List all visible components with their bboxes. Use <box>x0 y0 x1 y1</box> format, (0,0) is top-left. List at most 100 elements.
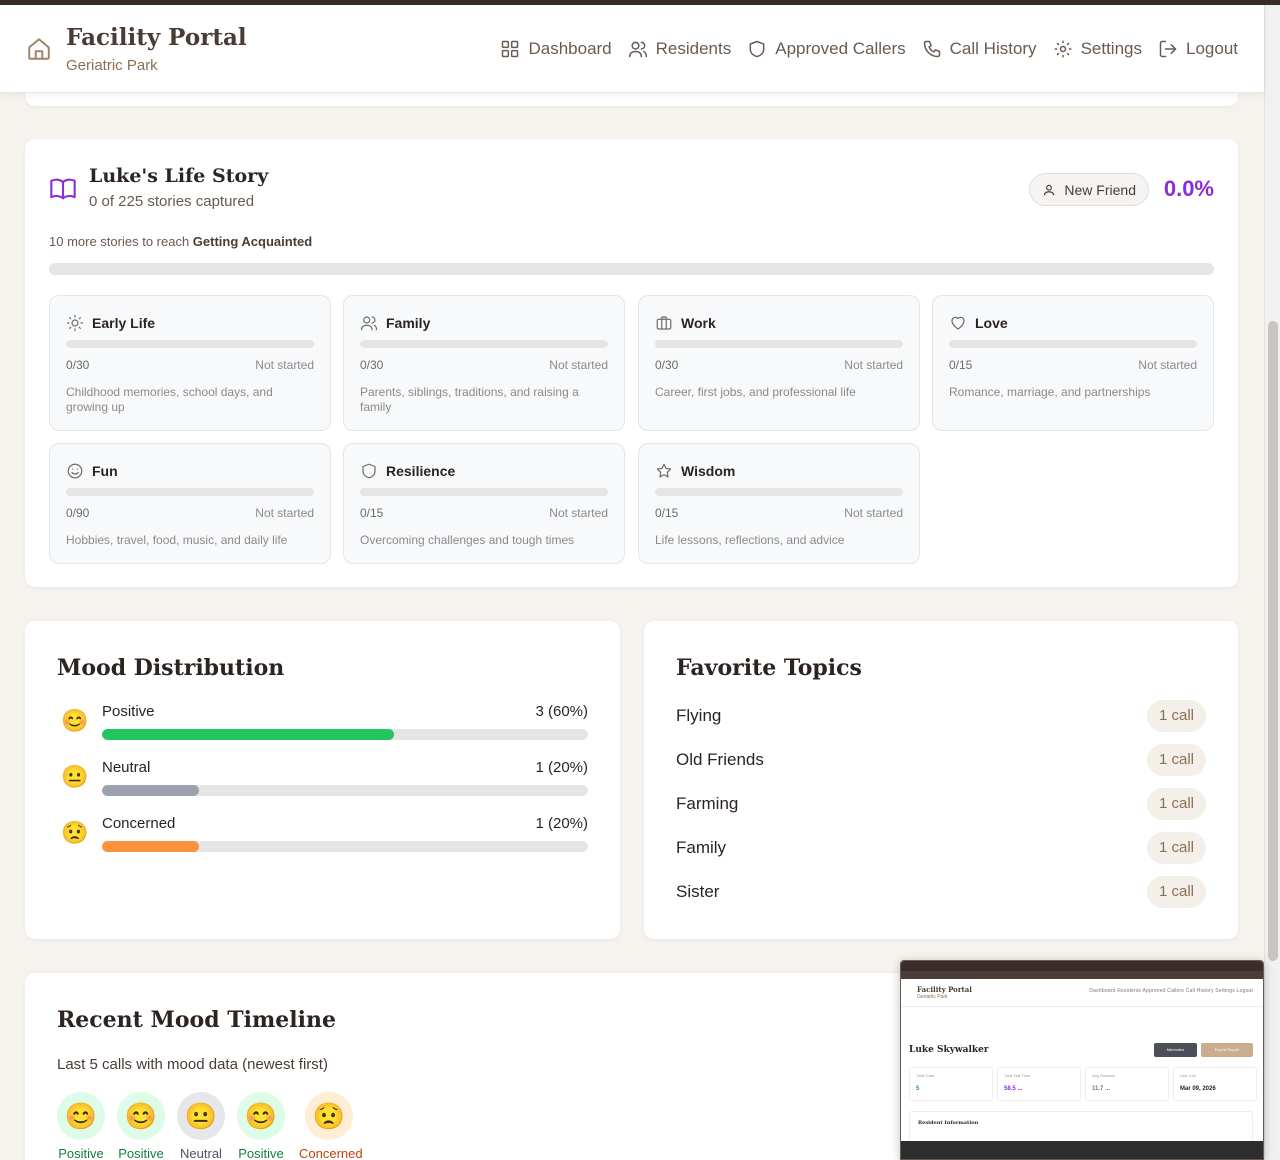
category-count: 0/30 <box>66 358 90 372</box>
category-header: Love <box>949 314 1008 332</box>
life-story-percent: 0.0% <box>1163 176 1214 201</box>
thumbnail-dark-panel <box>901 1141 1263 1159</box>
category-status: Not started <box>1138 358 1197 372</box>
mood-timeline-subtitle: Last 5 calls with mood data (newest firs… <box>57 1056 328 1073</box>
mood-label: Neutral <box>102 759 151 776</box>
topic-call-count: 1 call <box>1146 876 1206 908</box>
timeline-item[interactable]: 😊 Positive <box>231 1092 291 1160</box>
category-early-life[interactable]: Early Life 0/30 Not started Childhood me… <box>49 295 331 431</box>
category-name: Resilience <box>386 463 456 479</box>
nav-logout[interactable]: Logout <box>1158 39 1238 59</box>
neutral-face-icon: 😐 <box>61 764 89 789</box>
category-name: Love <box>975 315 1008 331</box>
timeline-label: Neutral <box>180 1146 222 1160</box>
happy-face-icon: 😊 <box>61 708 89 733</box>
smile-icon <box>67 463 83 479</box>
thumbnail-header: Facility Portal Geriatric Park Dashboard… <box>901 979 1263 1007</box>
category-wisdom[interactable]: Wisdom 0/15 Not started Life lessons, re… <box>638 443 920 564</box>
happy-face-icon: 😊 <box>237 1092 285 1140</box>
timeline-label: Positive <box>238 1146 284 1160</box>
next-level-hint: 10 more stories to reach Getting Acquain… <box>49 234 312 249</box>
gear-icon <box>1054 40 1071 58</box>
nav-residents[interactable]: Residents <box>628 39 732 59</box>
topic-call-count: 1 call <box>1146 700 1206 732</box>
category-status: Not started <box>549 358 608 372</box>
level-badge-label: New Friend <box>1064 181 1136 198</box>
category-header: Resilience <box>360 462 455 480</box>
category-status: Not started <box>255 506 314 520</box>
category-header: Wisdom <box>655 462 735 480</box>
screenshot-thumbnail[interactable]: Facility Portal Geriatric Park Dashboard… <box>900 960 1264 1160</box>
topic-row: Old Friends 1 call <box>676 744 1206 776</box>
brand-title: Facility Portal <box>66 23 247 51</box>
topic-name: Flying <box>676 706 722 725</box>
brand[interactable]: Facility Portal Geriatric Park <box>26 24 247 74</box>
page-scrollbar[interactable] <box>1264 5 1280 1160</box>
thumbnail-stat: Avg Duration 11.7 ... <box>1085 1067 1169 1101</box>
grid-icon <box>502 40 519 58</box>
category-progress-bar <box>360 488 608 496</box>
category-name: Fun <box>92 463 118 479</box>
category-name: Work <box>681 315 716 331</box>
topic-row: Sister 1 call <box>676 876 1206 908</box>
life-story-header: Luke's Life Story 0 of 225 stories captu… <box>49 165 268 210</box>
mood-row-neutral: 😐 Neutral 1 (20%) <box>57 759 588 803</box>
category-family[interactable]: Family 0/30 Not started Parents, sibling… <box>343 295 625 431</box>
star-icon <box>656 463 672 478</box>
category-count: 0/15 <box>360 506 384 520</box>
nav-dashboard[interactable]: Dashboard <box>500 39 612 59</box>
category-count: 0/15 <box>949 358 973 372</box>
shield-icon <box>362 463 376 479</box>
category-count: 0/30 <box>655 358 679 372</box>
topic-name: Farming <box>676 794 739 813</box>
nav-settings[interactable]: Settings <box>1053 39 1142 59</box>
nav-call-history-label: Call History <box>949 39 1037 58</box>
life-story-card: Luke's Life Story 0 of 225 stories captu… <box>25 139 1238 587</box>
thumbnail-nav: Dashboard Residents Approved Callers Cal… <box>1089 988 1253 994</box>
hint-target: Getting Acquainted <box>192 234 313 249</box>
mood-label: Concerned <box>102 815 176 832</box>
nav-logout-label: Logout <box>1186 39 1238 58</box>
category-love[interactable]: Love 0/15 Not started Romance, marriage,… <box>932 295 1214 431</box>
category-fun[interactable]: Fun 0/90 Not started Hobbies, travel, fo… <box>49 443 331 564</box>
category-progress-bar <box>360 340 608 348</box>
sun-icon <box>66 314 84 332</box>
category-progress-bar <box>66 488 314 496</box>
topic-call-count: 1 call <box>1146 788 1206 820</box>
timeline-label: Positive <box>118 1146 164 1160</box>
thumbnail-stat-label: Total Talk Time <box>1004 1073 1031 1078</box>
timeline-item[interactable]: 😊 Positive <box>111 1092 171 1160</box>
scrollbar-thumb[interactable] <box>1268 321 1278 961</box>
phone-icon <box>923 40 940 58</box>
nav-dashboard-label: Dashboard <box>528 39 612 58</box>
topic-call-count: 1 call <box>1146 832 1206 864</box>
timeline-item[interactable]: 😟 Concerned <box>299 1092 363 1160</box>
thumbnail-stat: Last Call Mar 09, 2026 <box>1173 1067 1257 1101</box>
mood-bar-track <box>102 841 588 852</box>
topic-name: Old Friends <box>676 750 764 769</box>
mood-distribution-card: Mood Distribution 😊 Positive 3 (60%) 😐 N… <box>25 621 620 939</box>
category-work[interactable]: Work 0/30 Not started Career, first jobs… <box>638 295 920 431</box>
timeline-item[interactable]: 😊 Positive <box>51 1092 111 1160</box>
nav-approved-callers[interactable]: Approved Callers <box>747 39 906 59</box>
thumbnail-stat-value: Mar 09, 2026 <box>1180 1086 1216 1092</box>
thumbnail-stat: Total Talk Time 58.5 ... <box>997 1067 1081 1101</box>
mood-bar-track <box>102 785 588 796</box>
nav-residents-label: Residents <box>655 39 732 58</box>
category-description: Parents, siblings, traditions, and raisi… <box>360 385 579 414</box>
category-description: Hobbies, travel, food, music, and daily … <box>66 533 288 547</box>
category-description: Childhood memories, school days, and gro… <box>66 385 273 414</box>
topic-name: Family <box>676 838 727 857</box>
topic-row: Farming 1 call <box>676 788 1206 820</box>
thumbnail-brand: Facility Portal <box>917 985 972 994</box>
category-header: Work <box>655 314 716 332</box>
category-count: 0/30 <box>360 358 384 372</box>
nav-call-history[interactable]: Call History <box>922 39 1037 59</box>
home-icon <box>28 37 50 60</box>
timeline-item[interactable]: 😐 Neutral <box>171 1092 231 1160</box>
mood-bar-fill <box>102 785 200 796</box>
life-story-count: 0 of 225 stories captured <box>89 193 255 210</box>
category-resilience[interactable]: Resilience 0/15 Not started Overcoming c… <box>343 443 625 564</box>
category-description: Romance, marriage, and partnerships <box>949 385 1151 399</box>
category-name: Wisdom <box>681 463 736 479</box>
